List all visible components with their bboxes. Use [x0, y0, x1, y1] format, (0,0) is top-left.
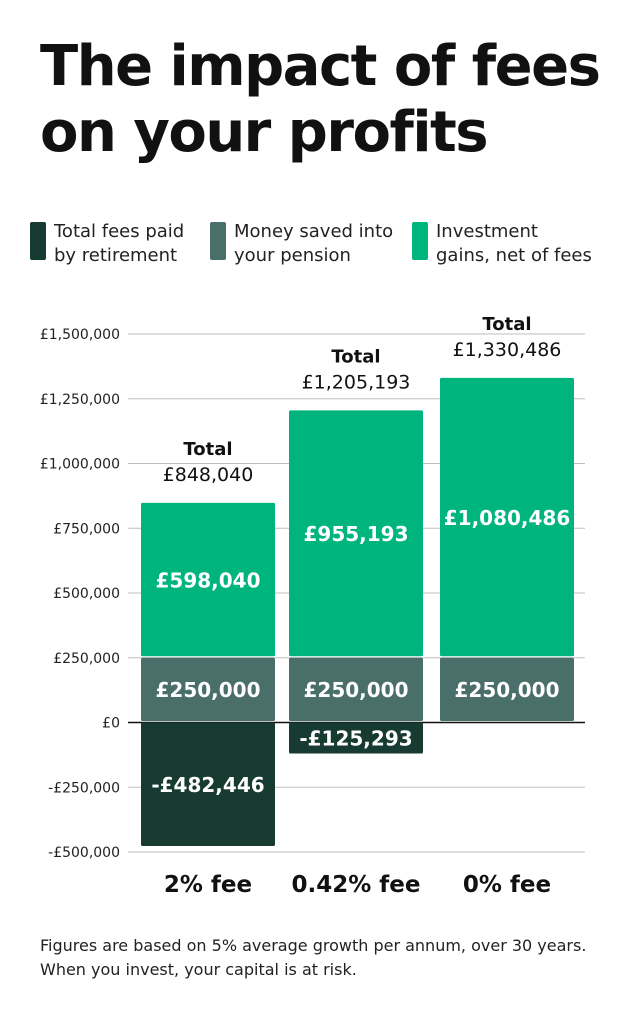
y-tick-label: £500,000 — [53, 586, 120, 602]
bar-value-label: -£125,293 — [299, 727, 412, 751]
total-value: £1,205,193 — [302, 371, 411, 393]
total-heading: Total — [482, 314, 531, 335]
y-tick-label: £1,250,000 — [40, 392, 120, 408]
bar-segment — [289, 657, 423, 721]
legend-swatch-fees — [30, 222, 46, 260]
bar-segment — [141, 722, 275, 846]
bar-value-label: £250,000 — [155, 678, 260, 702]
total-heading: Total — [183, 439, 232, 460]
legend-item-savings: Money saved into your pension — [210, 220, 393, 268]
category-label: 0% fee — [463, 872, 551, 898]
bar-segment — [440, 657, 574, 721]
bar-value-label: £250,000 — [454, 678, 559, 702]
y-tick-label: -£500,000 — [48, 845, 120, 861]
footnote: Figures are based on 5% average growth p… — [40, 936, 587, 979]
y-tick-label: £1,000,000 — [40, 457, 120, 473]
y-tick-label: -£250,000 — [48, 780, 120, 796]
bar-segment — [141, 657, 275, 721]
legend: Total fees paid by retirement Money save… — [30, 220, 610, 280]
total-value: £848,040 — [163, 464, 254, 486]
stacked-bar-chart: -£500,000 -£250,000 £0 £250,000 £500,000 £750… — [40, 314, 585, 898]
y-tick-label: £1,500,000 — [40, 327, 120, 343]
bar-value-label: £250,000 — [303, 678, 408, 702]
total-value: £1,330,486 — [453, 339, 562, 361]
bar-segment — [440, 377, 574, 657]
bar-segment — [289, 722, 423, 754]
total-heading: Total — [331, 346, 380, 367]
bar-value-label: -£482,446 — [151, 773, 264, 797]
bar-value-label: £598,040 — [155, 568, 260, 592]
legend-label-fees: Total fees paid by retirement — [54, 221, 185, 266]
y-tick-label: £250,000 — [53, 651, 120, 667]
legend-swatch-gains — [412, 222, 428, 260]
bar-value-label: £1,080,486 — [444, 506, 571, 530]
y-tick-label: £0 — [102, 716, 120, 732]
bar-segment — [141, 502, 275, 657]
chart-title: The impact of fees on your profits — [40, 34, 601, 165]
category-label: 0.42% fee — [291, 872, 420, 898]
bar-segment — [289, 410, 423, 657]
y-tick-label: £750,000 — [53, 521, 120, 537]
category-label: 2% fee — [164, 872, 252, 898]
legend-label-gains: Investment gains, net of fees — [436, 221, 592, 266]
legend-swatch-savings — [210, 222, 226, 260]
legend-item-fees: Total fees paid by retirement — [30, 220, 184, 268]
legend-label-savings: Money saved into your pension — [234, 221, 394, 266]
bar-value-label: £955,193 — [303, 522, 408, 546]
legend-item-gains: Investment gains, net of fees — [412, 220, 592, 268]
